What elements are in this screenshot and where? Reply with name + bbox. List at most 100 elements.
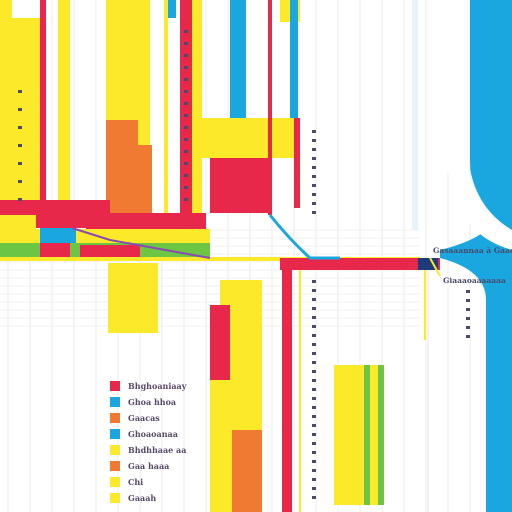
label-tick xyxy=(466,326,470,329)
label-tick xyxy=(312,487,316,490)
label-tick xyxy=(312,496,316,499)
red-bar-1 xyxy=(40,0,46,215)
label-tick xyxy=(312,175,316,178)
red-band-3 xyxy=(80,245,140,257)
label-tick xyxy=(312,478,316,481)
yellow-bar-5 xyxy=(192,0,202,230)
chart-legend: Bhghoaniaay Ghoa hhoa Gaacas Ghoaoanaa Bhdhh… xyxy=(110,380,186,503)
label-tick xyxy=(312,289,316,292)
label-tick xyxy=(184,198,188,201)
red-lower-2 xyxy=(282,262,292,512)
legend-item: Bhdhhaae aa xyxy=(110,444,186,455)
label-tick xyxy=(312,211,316,214)
red-band-2 xyxy=(86,213,206,229)
yellow-lower-1 xyxy=(108,263,158,333)
legend-swatch xyxy=(110,460,120,471)
yellow-bar-gap xyxy=(12,0,40,18)
label-tick xyxy=(312,388,316,391)
red-bar-2 xyxy=(180,0,192,215)
label-tick xyxy=(18,198,22,201)
blue-ribbon xyxy=(440,0,512,512)
yellow-lower-4 xyxy=(334,365,384,505)
label-tick xyxy=(312,406,316,409)
red-block xyxy=(210,158,268,213)
yellow-bar-1 xyxy=(0,0,40,210)
label-tick xyxy=(312,334,316,337)
label-tick xyxy=(312,451,316,454)
legend-label: Ghoa hhoa xyxy=(128,396,177,407)
legend-label: Bhghoaniaay xyxy=(128,380,187,391)
label-tick xyxy=(312,397,316,400)
label-tick xyxy=(312,316,316,319)
label-tick xyxy=(312,184,316,187)
red-lower-1 xyxy=(210,305,230,380)
legend-swatch xyxy=(110,396,120,407)
ribbon-highlight xyxy=(412,0,512,250)
label-tick xyxy=(312,460,316,463)
label-tick xyxy=(18,144,22,147)
label-tick xyxy=(184,90,188,93)
yellow-band xyxy=(0,215,36,229)
yellow-block-1 xyxy=(202,118,300,158)
label-tick xyxy=(312,343,316,346)
label-tick xyxy=(312,433,316,436)
legend-item: Gaaah xyxy=(110,492,186,503)
red-bar-4 xyxy=(294,118,300,208)
label-tick xyxy=(312,424,316,427)
green-lower xyxy=(364,365,370,505)
yellow-connector xyxy=(429,257,441,277)
red-connector xyxy=(280,258,440,270)
label-tick xyxy=(312,325,316,328)
label-tick xyxy=(184,66,188,69)
red-bar-3 xyxy=(268,0,272,215)
label-tick xyxy=(18,108,22,111)
label-tick xyxy=(312,202,316,205)
label-tick xyxy=(312,148,316,151)
label-tick xyxy=(312,166,316,169)
legend-item: Gaa haaa xyxy=(110,460,186,471)
legend-item: Ghoa hhoa xyxy=(110,396,186,407)
label-tick xyxy=(184,174,188,177)
label-tick xyxy=(184,30,188,33)
legend-item: Chi xyxy=(110,476,186,487)
label-tick xyxy=(312,370,316,373)
blue-column-3 xyxy=(168,0,176,18)
legend-swatch xyxy=(110,380,120,391)
orange-bar-2 xyxy=(138,145,152,215)
legend-swatch xyxy=(110,492,120,503)
blue-connector xyxy=(268,214,340,260)
label-tick xyxy=(466,335,470,338)
chart-annotation-2: Giaaaoaaaaaaa xyxy=(443,276,506,285)
chart-annotation-1: Gasaaannaa à Gaaoanna xyxy=(433,246,512,255)
label-tick xyxy=(184,150,188,153)
blue-column-2 xyxy=(290,0,298,118)
label-tick xyxy=(466,308,470,311)
label-tick xyxy=(312,379,316,382)
legend-label: Gaa haaa xyxy=(128,460,170,471)
label-tick xyxy=(184,54,188,57)
label-tick xyxy=(18,162,22,165)
label-tick xyxy=(18,126,22,129)
label-tick xyxy=(184,186,188,189)
label-tick xyxy=(312,442,316,445)
label-tick xyxy=(312,298,316,301)
legend-label: Ghoaoanaa xyxy=(128,428,178,439)
label-tick xyxy=(18,180,22,183)
red-band-4 xyxy=(40,243,70,257)
label-tick xyxy=(184,78,188,81)
orange-bar-1 xyxy=(106,120,138,215)
label-tick xyxy=(312,361,316,364)
legend-item: Gaacas xyxy=(110,412,186,423)
green-lower-2 xyxy=(378,365,384,505)
label-tick xyxy=(184,138,188,141)
orange-lower xyxy=(232,430,262,512)
legend-item: Bhghoaniaay xyxy=(110,380,186,391)
purple-connector xyxy=(71,227,211,259)
label-tick xyxy=(184,42,188,45)
yellow-bar-3 xyxy=(106,0,136,120)
yellow-cap xyxy=(280,0,290,22)
yellow-line-band xyxy=(0,257,420,261)
legend-swatch xyxy=(110,412,120,423)
label-tick xyxy=(312,157,316,160)
